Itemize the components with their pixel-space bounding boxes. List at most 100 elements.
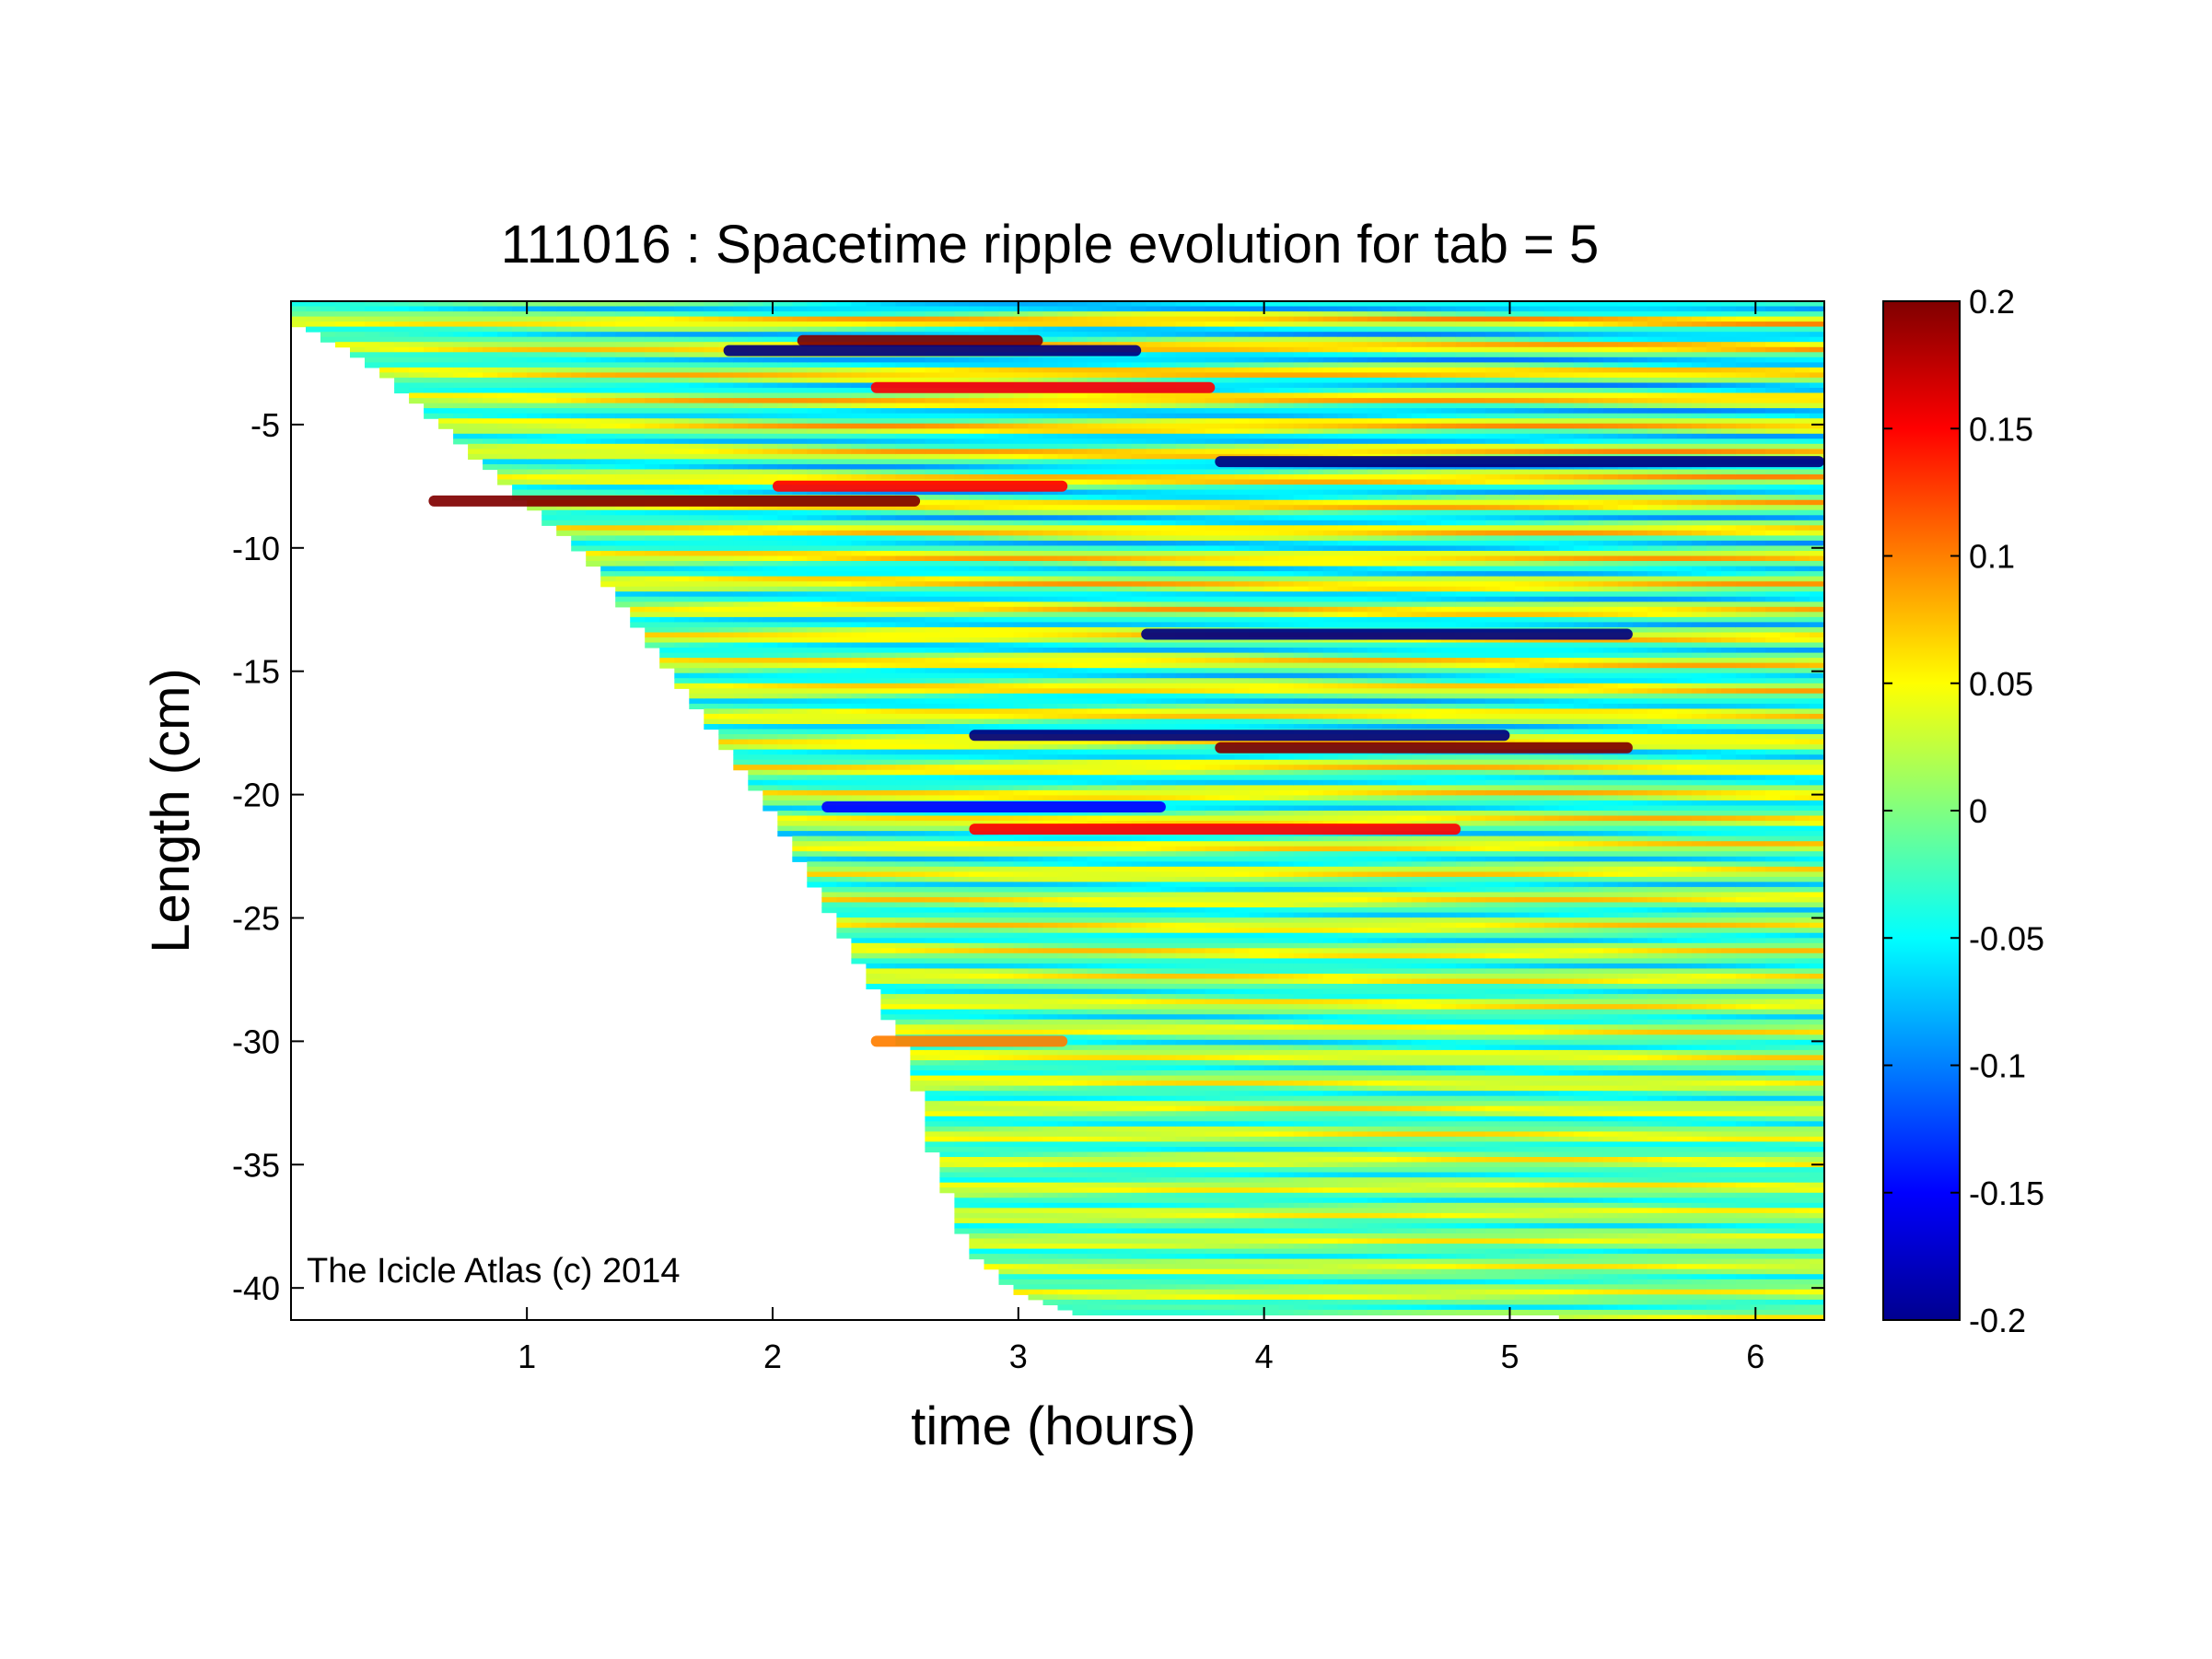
heatmap-cell <box>556 469 572 475</box>
heatmap-cell <box>895 708 911 715</box>
heatmap-cell <box>394 382 410 389</box>
heatmap-cell <box>984 1091 1000 1097</box>
heatmap-cell <box>984 326 1000 333</box>
heatmap-cell <box>763 698 778 705</box>
heatmap-cell <box>541 408 557 415</box>
heatmap-cell <box>969 713 984 719</box>
heatmap-cell <box>571 326 587 333</box>
heatmap-cell <box>718 453 734 460</box>
heatmap-cell <box>984 637 1000 644</box>
heatmap-cell <box>895 622 911 628</box>
heatmap-cell <box>1057 775 1074 781</box>
heatmap-cell <box>969 678 984 684</box>
heatmap-cell <box>1013 974 1030 980</box>
heatmap-cell <box>880 668 896 674</box>
heatmap-cell <box>954 612 970 618</box>
heatmap-cell <box>792 316 808 322</box>
heatmap-cell <box>777 815 793 822</box>
heatmap-cell <box>998 886 1015 893</box>
heatmap-cell <box>939 433 955 439</box>
heatmap-cell <box>939 703 955 709</box>
heatmap-cell <box>969 938 984 944</box>
heatmap-cell <box>939 1182 955 1188</box>
heatmap-cell <box>1087 418 1103 425</box>
heatmap-cell <box>895 932 911 939</box>
heatmap-cell <box>645 352 660 358</box>
heatmap-cell <box>954 688 970 695</box>
heatmap-cell <box>1057 1284 1074 1291</box>
heatmap-cell <box>645 576 660 582</box>
heatmap-cell <box>954 398 970 404</box>
heatmap-cell <box>350 316 366 322</box>
heatmap-cell <box>984 602 1000 608</box>
heatmap-cell <box>866 616 881 623</box>
heatmap-cell <box>733 688 749 695</box>
heatmap-cell <box>939 1014 955 1021</box>
heatmap-cell <box>821 907 837 914</box>
heatmap-cell <box>1087 948 1103 954</box>
heatmap-cell <box>777 602 793 608</box>
heatmap-cell <box>807 535 822 542</box>
heatmap-cell <box>645 555 660 562</box>
heatmap-cell <box>777 509 793 516</box>
heatmap-cell <box>954 1136 970 1142</box>
heatmap-cell <box>733 453 749 460</box>
heatmap-cell <box>1042 1212 1059 1219</box>
heatmap-cell <box>615 479 631 485</box>
heatmap-cell <box>954 886 970 893</box>
heatmap-cell <box>615 311 631 318</box>
heatmap-cell <box>939 678 955 684</box>
heatmap-cell <box>792 658 808 664</box>
heatmap-cell <box>1087 377 1103 383</box>
heatmap-cell <box>866 693 881 699</box>
heatmap-cell <box>704 652 719 659</box>
heatmap-cell <box>733 505 749 511</box>
heatmap-cell <box>659 540 675 546</box>
heatmap-cell <box>718 693 734 699</box>
heatmap-cell <box>645 602 660 608</box>
heatmap-cell <box>969 509 984 516</box>
heatmap-cell <box>969 1192 984 1198</box>
heatmap-cell <box>1087 871 1103 878</box>
heatmap-cell <box>984 581 1000 588</box>
heatmap-cell <box>379 342 395 348</box>
heatmap-cell <box>1072 928 1089 934</box>
heatmap-cell <box>792 622 808 628</box>
heatmap-cell <box>984 443 1000 450</box>
heatmap-cell <box>1057 769 1074 776</box>
heatmap-cell <box>836 886 852 893</box>
heatmap-cell <box>600 392 616 399</box>
heatmap-cell <box>895 520 911 526</box>
heatmap-cell <box>836 693 852 699</box>
heatmap-cell <box>556 418 572 425</box>
heatmap-cell <box>866 433 881 439</box>
heatmap-cell <box>836 602 852 608</box>
heatmap-cell <box>1057 489 1074 496</box>
heatmap-cell <box>910 515 926 521</box>
heatmap-cell <box>615 474 631 481</box>
heatmap-cell <box>895 942 911 949</box>
heatmap-cell <box>718 698 734 705</box>
heatmap-cell <box>1072 606 1089 613</box>
heatmap-cell <box>954 459 970 465</box>
heatmap-cell <box>836 326 852 333</box>
heatmap-cell <box>689 626 704 633</box>
heatmap-cell <box>600 509 616 516</box>
heatmap-cell <box>704 362 719 368</box>
heatmap-cell <box>925 1060 940 1067</box>
heatmap-cell <box>880 821 896 827</box>
heatmap-cell <box>659 398 675 404</box>
heatmap-cell <box>483 464 498 471</box>
heatmap-cell <box>733 693 749 699</box>
heatmap-cell <box>600 535 616 542</box>
heatmap-cell <box>984 413 1000 419</box>
heatmap-cell <box>836 652 852 659</box>
heatmap-cell <box>659 505 675 511</box>
heatmap-cell <box>718 515 734 521</box>
heatmap-cell <box>880 999 896 1005</box>
heatmap-cell <box>1072 1101 1089 1107</box>
heatmap-cell <box>969 795 984 801</box>
heatmap-cell <box>939 586 955 592</box>
heatmap-cell <box>851 795 867 801</box>
heatmap-cell <box>821 602 837 608</box>
